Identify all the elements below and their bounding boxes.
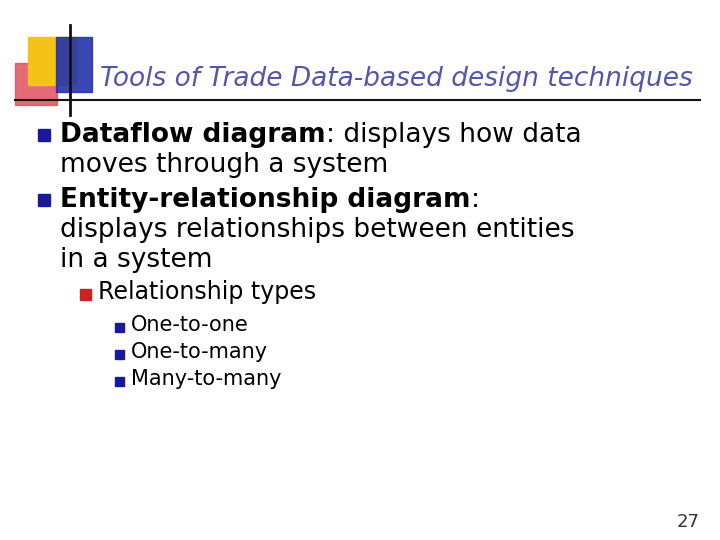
Bar (15, 63, 57, 105)
Text: moves through a system: moves through a system (60, 152, 388, 178)
Text: displays relationships between entities: displays relationships between entities (60, 217, 575, 243)
Text: Tools of Trade Data-based design techniques: Tools of Trade Data-based design techniq… (100, 66, 693, 92)
Text: in a system: in a system (60, 247, 212, 273)
Text: :: : (470, 187, 480, 213)
Text: Entity-relationship diagram: Entity-relationship diagram (60, 187, 470, 213)
Bar (28, 37, 76, 85)
Bar (38, 129, 50, 141)
Bar (115, 350, 124, 359)
Bar (80, 289, 91, 300)
Text: Dataflow diagram: Dataflow diagram (60, 122, 325, 148)
Text: One-to-one: One-to-one (131, 315, 248, 335)
Bar (115, 377, 124, 386)
Text: Dataflow diagram: Dataflow diagram (60, 122, 325, 148)
Bar (56, 37, 92, 92)
Text: Relationship types: Relationship types (98, 280, 316, 304)
Text: 27: 27 (677, 513, 700, 531)
Text: One-to-many: One-to-many (131, 342, 268, 362)
Text: : displays how data: : displays how data (325, 122, 581, 148)
Text: Many-to-many: Many-to-many (131, 369, 282, 389)
Text: Entity-relationship diagram: Entity-relationship diagram (60, 187, 470, 213)
Bar (115, 323, 124, 332)
Bar (38, 194, 50, 206)
